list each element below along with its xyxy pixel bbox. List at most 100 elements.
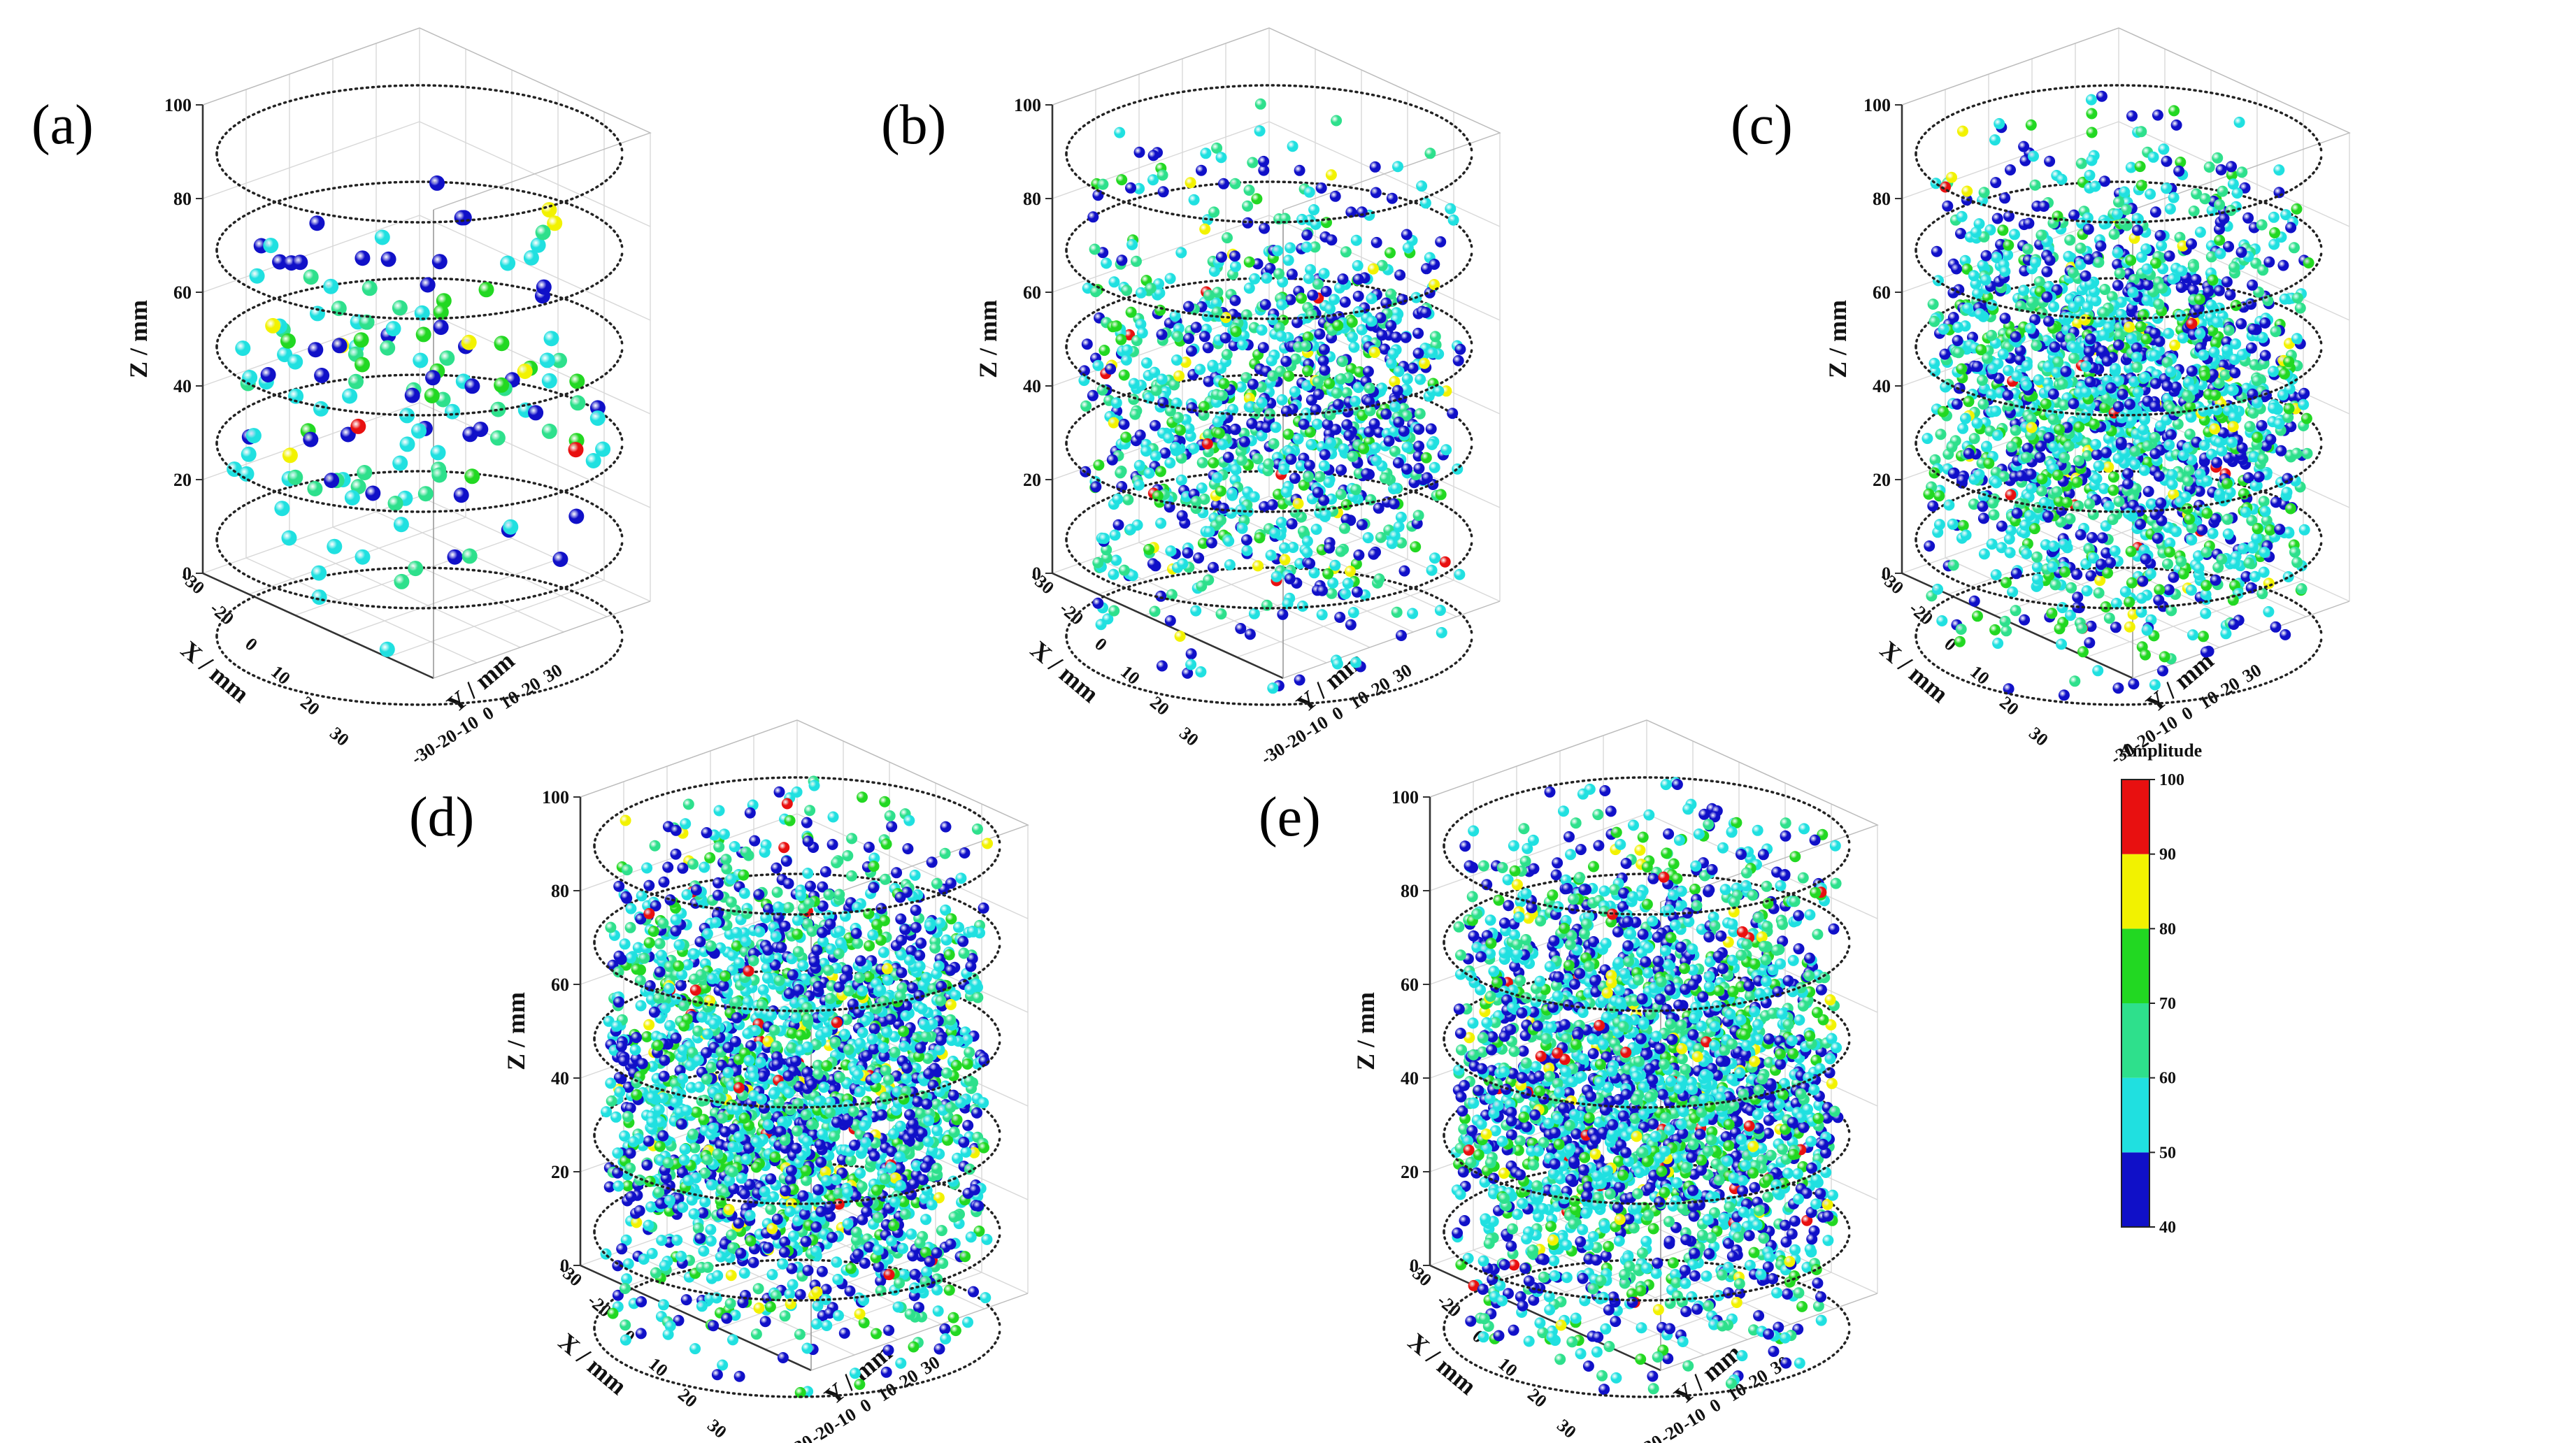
event-point xyxy=(1380,408,1392,420)
event-point xyxy=(1371,236,1382,248)
event-point xyxy=(754,1056,766,1068)
event-point xyxy=(2101,447,2112,459)
z-tick-label: 100 xyxy=(542,787,569,807)
event-point xyxy=(1214,427,1225,439)
event-point xyxy=(1352,260,1364,271)
event-point xyxy=(265,317,281,333)
event-point xyxy=(2021,359,2033,371)
event-point xyxy=(430,445,446,461)
event-point xyxy=(1090,286,1101,298)
event-point xyxy=(1946,441,1958,453)
event-point xyxy=(324,473,340,489)
event-point xyxy=(2186,317,2198,329)
event-point xyxy=(414,305,430,321)
event-point xyxy=(2124,596,2135,608)
event-point xyxy=(878,947,889,959)
event-point xyxy=(1350,396,1361,407)
event-point xyxy=(2235,246,2247,258)
event-point xyxy=(439,350,455,366)
ring-front xyxy=(215,345,624,417)
event-point xyxy=(1370,187,1382,199)
event-point xyxy=(620,1319,631,1331)
event-point xyxy=(2252,375,2263,387)
event-point xyxy=(1248,608,1260,619)
event-point xyxy=(2056,638,2067,650)
z-tick-label: 20 xyxy=(1873,470,1891,490)
event-point xyxy=(2173,165,2185,177)
event-point xyxy=(2115,436,2127,448)
event-point xyxy=(1999,313,2011,324)
event-point xyxy=(1358,443,1370,454)
event-point xyxy=(2153,594,2165,606)
event-point xyxy=(2089,180,2101,192)
event-point xyxy=(705,940,717,952)
event-point xyxy=(1340,387,1352,399)
event-point xyxy=(1350,558,1362,570)
y-tick-label: 0 xyxy=(857,1395,875,1416)
event-point xyxy=(342,388,358,404)
event-point xyxy=(2279,368,2290,380)
event-point xyxy=(1329,294,1340,306)
ring-back xyxy=(1065,180,1473,252)
event-point xyxy=(931,1125,943,1137)
event-point xyxy=(2200,608,2212,619)
event-point xyxy=(2082,301,2094,313)
event-point xyxy=(2152,109,2163,121)
event-point xyxy=(2221,344,2233,356)
event-point xyxy=(1955,624,1967,635)
event-point xyxy=(380,251,396,267)
event-point xyxy=(552,552,568,567)
event-point xyxy=(1393,366,1405,378)
event-point xyxy=(1445,203,1457,215)
ring-front xyxy=(215,538,624,610)
event-point xyxy=(1385,357,1397,369)
event-point xyxy=(635,1328,647,1340)
event-point xyxy=(503,519,519,535)
event-point xyxy=(1208,561,1219,573)
event-point xyxy=(2075,157,2087,169)
event-point xyxy=(613,966,624,978)
ring-front xyxy=(1065,249,1473,320)
event-point xyxy=(2163,546,2175,558)
event-point xyxy=(1116,174,1128,186)
event-point xyxy=(1203,375,1215,387)
event-point xyxy=(1951,399,1963,410)
event-point xyxy=(1932,583,1943,595)
event-point xyxy=(823,889,835,900)
event-point xyxy=(1433,385,1445,397)
event-point xyxy=(600,1248,612,1260)
event-point xyxy=(1205,537,1217,549)
acoustic-events xyxy=(227,175,611,657)
event-point xyxy=(1385,288,1397,300)
event-point xyxy=(2243,557,2255,569)
event-point xyxy=(1211,142,1223,154)
event-point xyxy=(2165,366,2177,378)
y-tick-label: 0 xyxy=(2178,703,2196,724)
event-point xyxy=(535,224,551,240)
event-point xyxy=(1942,200,1954,212)
event-point xyxy=(2019,614,2031,626)
x-tick-label: 20 xyxy=(1146,692,1173,719)
event-point xyxy=(2283,403,2295,415)
event-point xyxy=(541,423,557,439)
event-point xyxy=(2149,679,2161,691)
event-point xyxy=(1175,247,1187,259)
event-point xyxy=(308,342,324,358)
event-point xyxy=(1188,194,1200,206)
event-point xyxy=(2194,328,2206,340)
event-point xyxy=(1416,180,1428,192)
event-point xyxy=(1298,418,1310,430)
event-point xyxy=(670,1096,681,1108)
ring-front xyxy=(215,249,624,320)
event-point xyxy=(2177,332,2189,344)
event-point xyxy=(880,838,892,850)
event-point xyxy=(2079,314,2091,326)
event-point xyxy=(2281,487,2293,498)
event-point xyxy=(1384,247,1396,259)
event-point xyxy=(2258,496,2270,508)
event-point xyxy=(1108,276,1120,288)
event-point xyxy=(357,465,373,480)
event-point xyxy=(2058,538,2070,550)
event-point xyxy=(971,1107,982,1119)
event-point xyxy=(429,175,445,191)
